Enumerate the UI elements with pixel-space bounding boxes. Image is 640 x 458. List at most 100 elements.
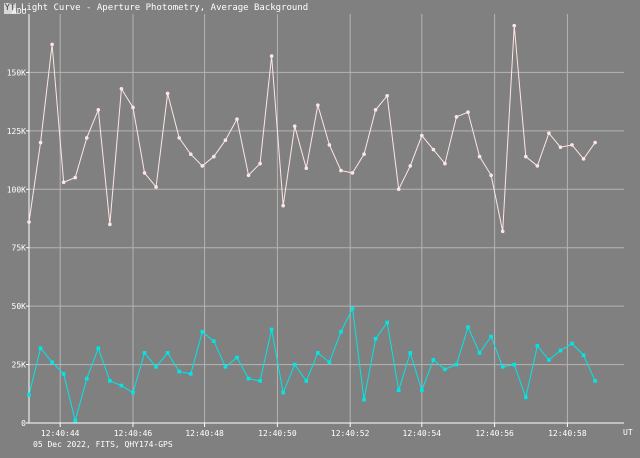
data-point [431, 358, 436, 362]
data-point [212, 154, 216, 159]
data-point [246, 173, 251, 178]
data-point [27, 220, 31, 224]
data-point [420, 388, 424, 393]
data-point [431, 147, 436, 152]
data-point [339, 168, 343, 173]
data-point [500, 229, 505, 234]
data-point [165, 91, 170, 96]
data-point [269, 327, 274, 332]
data-point [535, 164, 540, 168]
data-point [269, 54, 274, 58]
data-point [177, 369, 181, 374]
data-point [223, 365, 228, 369]
data-point [316, 103, 320, 107]
data-point [154, 185, 158, 189]
data-point [281, 390, 285, 395]
chart-series [27, 23, 597, 423]
data-point [396, 388, 401, 393]
data-point [570, 143, 574, 147]
x-tick-label: 12:40:44 [41, 429, 80, 438]
data-point [292, 124, 297, 128]
data-point [593, 379, 597, 383]
data-point [535, 344, 540, 348]
data-point [108, 222, 112, 227]
data-point [96, 346, 101, 351]
data-point [362, 152, 366, 157]
series-line [28, 306, 596, 423]
footer-caption: 05 Dec 2022, FITS, QHY174-GPS [33, 440, 173, 449]
data-point [558, 348, 563, 353]
data-point [443, 367, 447, 372]
data-point [350, 306, 355, 311]
y-tick-label: 75K [12, 244, 27, 253]
data-point [327, 143, 332, 147]
data-point [27, 393, 31, 397]
data-point [408, 164, 413, 168]
data-point [84, 376, 89, 381]
data-point [50, 360, 54, 365]
data-point [119, 383, 124, 388]
data-point [200, 164, 205, 168]
data-point [142, 171, 147, 175]
data-point [177, 136, 181, 140]
data-point [258, 161, 262, 166]
data-point [108, 379, 112, 383]
data-point [223, 138, 228, 143]
yt-logo-icon: YT [4, 3, 16, 14]
y-tick-label: 50K [12, 302, 27, 311]
data-point [73, 175, 78, 180]
data-point [385, 320, 389, 325]
data-point [570, 341, 574, 346]
data-point [466, 110, 470, 114]
data-point [547, 358, 551, 362]
data-point [512, 23, 517, 28]
data-point [188, 372, 193, 376]
data-point [258, 379, 262, 383]
data-point [408, 351, 413, 355]
data-point [316, 351, 320, 355]
series-2 [27, 306, 597, 423]
x-tick-label: 12:40:54 [403, 429, 442, 438]
window-title: Light Curve - Aperture Photometry, Avera… [21, 3, 309, 13]
data-point [339, 330, 343, 334]
data-point [373, 337, 378, 341]
data-point [443, 161, 447, 166]
data-point [489, 173, 493, 178]
data-point [373, 108, 378, 112]
data-point [38, 346, 43, 351]
data-point [119, 86, 124, 91]
y-tick-label: 25K [12, 361, 27, 370]
data-point [523, 154, 528, 159]
data-point [304, 166, 309, 171]
data-point [50, 42, 54, 47]
data-point [477, 351, 482, 355]
data-point [200, 330, 205, 334]
data-point [165, 351, 170, 355]
data-point [454, 362, 459, 367]
y-tick-label: 150K [7, 68, 26, 77]
chart-grid [29, 14, 624, 423]
data-point [154, 365, 158, 369]
data-point [131, 105, 135, 110]
x-tick-label: 12:40:46 [114, 429, 153, 438]
data-point [362, 397, 366, 402]
data-point [96, 108, 101, 112]
data-point [558, 145, 563, 150]
data-point [292, 362, 297, 367]
data-point [420, 133, 424, 138]
chart-axes: 0 25K 50K 75K 100K 125K 150K 12:40:44 12:40:46 12… [7, 14, 624, 438]
data-point [235, 355, 239, 360]
data-point [327, 360, 332, 365]
data-point [212, 339, 216, 343]
data-point [84, 136, 89, 140]
y-axis-label: ADU [12, 7, 27, 16]
y-tick-label: 125K [7, 127, 26, 136]
data-point [466, 325, 470, 329]
data-point [385, 94, 389, 98]
y-tick-label: 100K [7, 185, 26, 194]
data-point [61, 180, 66, 185]
x-axis-label: UT [623, 428, 633, 437]
data-point [61, 372, 66, 376]
data-point [246, 376, 251, 381]
data-point [523, 395, 528, 400]
